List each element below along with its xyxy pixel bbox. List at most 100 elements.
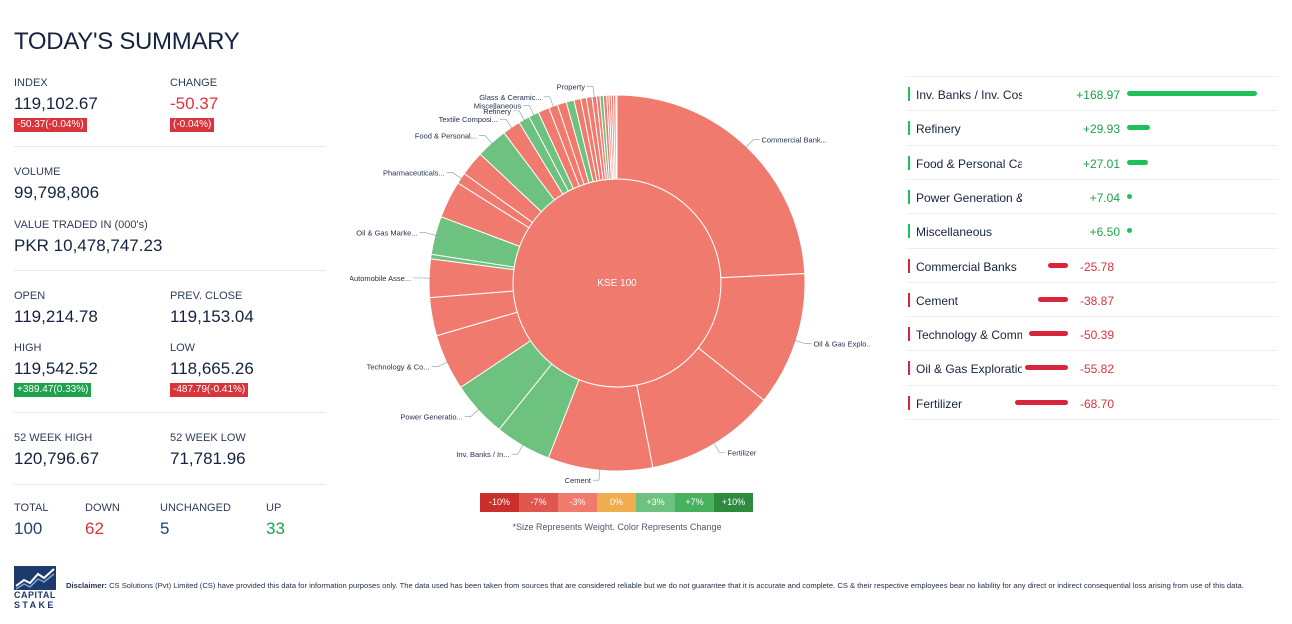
sector-label: Commercial Bank... <box>761 136 826 145</box>
sector-row[interactable]: Miscellaneous +6.50 <box>906 213 1278 247</box>
chart-note: *Size Represents Weight. Color Represent… <box>512 522 722 532</box>
sector-wedge[interactable] <box>615 94 618 180</box>
sector-bar <box>1127 159 1148 165</box>
legend-item: -3% <box>558 493 597 512</box>
sector-marker <box>908 189 910 204</box>
sector-marker <box>908 155 910 170</box>
open-label: OPEN <box>14 290 46 302</box>
sector-name: Commercial Banks <box>916 259 1017 274</box>
index-badge: -50.37(-0.04%) <box>14 118 87 132</box>
sector-row[interactable]: Cement -38.87 <box>906 281 1278 316</box>
prev-close-value: 119,153.04 <box>170 307 254 326</box>
prev-close-label: PREV. CLOSE <box>170 290 243 302</box>
total-label: TOTAL <box>14 502 49 514</box>
sector-name: Power Generation & <box>916 190 1022 205</box>
logo-wordmark: CAPITAL STAKE <box>14 590 56 610</box>
sector-leader-line <box>446 172 463 180</box>
sector-bar <box>1127 91 1257 96</box>
sector-wedge[interactable] <box>616 94 806 279</box>
sector-value: -68.70 <box>1080 396 1115 411</box>
sector-label: Power Generatio... <box>400 413 463 422</box>
unchanged-label: UNCHANGED <box>160 502 231 514</box>
sector-name: Miscellaneous <box>916 225 993 240</box>
sector-leader-line <box>513 110 526 122</box>
sector-value: -38.87 <box>1080 293 1115 308</box>
high-value: 119,542.52 <box>14 359 98 378</box>
sector-name: Oil & Gas Exploration <box>916 362 1022 377</box>
sector-value: -50.39 <box>1080 328 1115 343</box>
sector-leader-line <box>592 468 601 481</box>
logo-line2: STAKE <box>14 600 56 610</box>
sector-row[interactable]: Power Generation & +7.04 <box>906 178 1278 213</box>
high-label: HIGH <box>14 342 42 354</box>
sector-value: +29.93 <box>1082 122 1120 137</box>
sector-leader-line <box>464 408 480 417</box>
legend-item: -7% <box>519 493 558 512</box>
sector-name: Fertilizer <box>916 396 963 411</box>
up-value: 33 <box>266 519 285 538</box>
value-traded-value: PKR 10,478,747.23 <box>14 236 163 255</box>
sector-name: Food & Personal Car <box>916 156 1022 171</box>
sector-leader-line <box>499 118 513 130</box>
divider <box>14 412 326 413</box>
volume-label: VOLUME <box>14 166 61 178</box>
sector-bar <box>1015 399 1068 405</box>
sector-bar <box>1127 228 1132 234</box>
volume-value: 99,798,806 <box>14 183 100 202</box>
sector-label: Oil & Gas Explo... <box>813 340 870 349</box>
legend-item: +3% <box>636 493 675 512</box>
sector-marker <box>908 292 910 307</box>
week52-high-label: 52 WEEK HIGH <box>14 432 93 444</box>
change-label: CHANGE <box>170 77 218 89</box>
sector-bar <box>1038 296 1068 302</box>
sector-marker <box>908 224 910 239</box>
sector-leader-line <box>511 443 524 455</box>
sector-label: Textile Composi... <box>439 115 498 124</box>
sector-bar <box>1025 365 1068 371</box>
sector-row[interactable]: Fertilizer -68.70 <box>906 384 1278 419</box>
sector-marker <box>908 361 910 376</box>
sector-marker <box>908 327 910 342</box>
sector-leader-line <box>793 339 812 345</box>
sector-name: Cement <box>916 293 959 308</box>
sector-label: Inv. Banks / In... <box>456 450 509 459</box>
sector-label: Food & Personal... <box>415 131 477 140</box>
sector-label: Property <box>557 82 586 91</box>
legend-item: +10% <box>714 493 753 512</box>
week52-high-value: 120,796.67 <box>14 449 100 468</box>
sector-row[interactable]: Oil & Gas Exploration -55.82 <box>906 350 1278 384</box>
sector-row[interactable]: Refinery +29.93 <box>906 110 1278 144</box>
sector-label: Technology & Co... <box>367 363 430 372</box>
low-value: 118,665.26 <box>170 359 254 378</box>
sector-label: Oil & Gas Marke... <box>356 229 417 238</box>
divider <box>14 270 326 271</box>
sector-label: Miscellaneous <box>474 102 522 111</box>
high-badge: +389.47(0.33%) <box>14 383 92 397</box>
sector-leader-line <box>543 96 555 109</box>
sector-leader-line <box>419 232 438 237</box>
week52-low-label: 52 WEEK LOW <box>170 432 246 444</box>
sunburst-chart[interactable]: KSE 100 Commercial Bank... Oil & Gas Explo… <box>350 75 870 485</box>
low-label: LOW <box>170 342 196 354</box>
total-value: 100 <box>14 519 43 538</box>
sector-bar <box>1029 331 1068 337</box>
sector-row[interactable]: Inv. Banks / Inv. Cos. +168.97 <box>906 76 1278 110</box>
sector-row[interactable]: Technology & Comm -50.39 <box>906 316 1278 350</box>
sector-bar <box>1127 193 1133 199</box>
sector-marker <box>908 121 910 136</box>
sector-label: Fertilizer <box>728 448 757 457</box>
sector-row[interactable]: Food & Personal Car +27.01 <box>906 144 1278 179</box>
sector-label: Automobile Asse... <box>350 274 411 283</box>
up-label: UP <box>266 502 282 514</box>
down-value: 62 <box>85 519 104 538</box>
divider <box>14 146 326 147</box>
capital-stake-logo <box>14 566 56 590</box>
sector-label: Pharmaceuticals... <box>383 169 445 178</box>
sector-label: Glass & Ceramic... <box>479 93 542 102</box>
sector-name: Refinery <box>916 122 961 137</box>
disclaimer-label: Disclaimer: <box>66 581 107 590</box>
sector-row[interactable]: Commercial Banks -25.78 <box>906 247 1278 282</box>
sector-bar <box>1127 125 1151 131</box>
sector-leader-line <box>744 139 760 149</box>
sector-marker <box>908 87 910 101</box>
